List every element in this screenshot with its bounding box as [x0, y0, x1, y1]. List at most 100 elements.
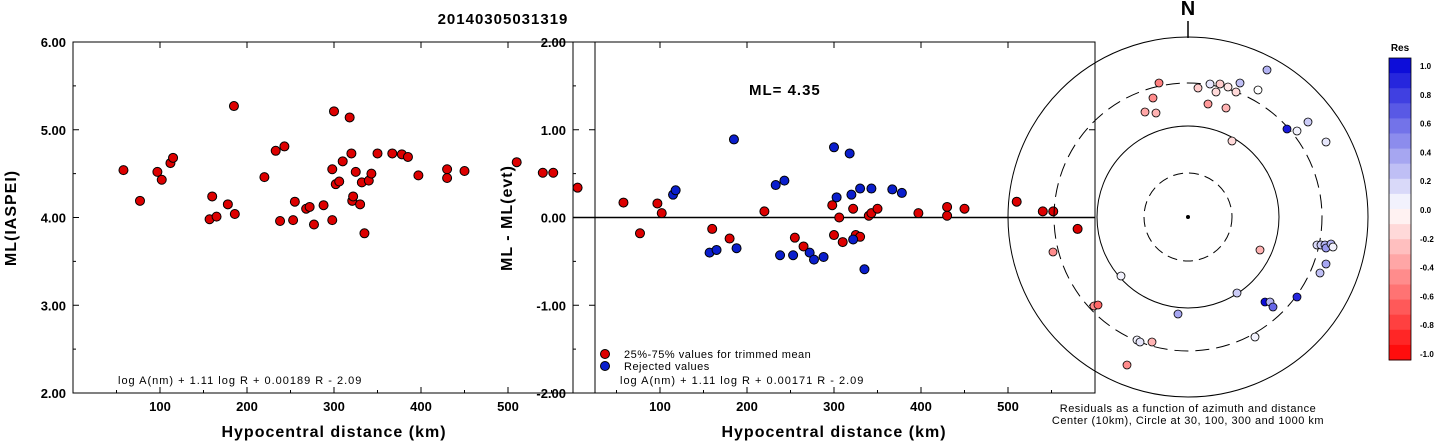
p3-station	[1250, 332, 1260, 342]
colorbar-tick-label: 1.0	[1420, 62, 1432, 71]
p1-ticks: 100 200 300 400 500 2.00 3.00 4.00 5.00 6.00	[41, 35, 595, 414]
p1-point	[228, 101, 239, 112]
p2-rejected-point	[844, 148, 855, 159]
p1-xtick-label: 200	[236, 399, 258, 414]
legend-rejected-label: Rejected values	[624, 361, 710, 373]
p3-station	[1231, 87, 1241, 97]
p3-points	[1048, 65, 1338, 370]
p3-station	[1315, 268, 1325, 278]
p1-point	[511, 157, 522, 168]
p3-station	[1268, 302, 1278, 312]
p2-rejected-point	[866, 183, 877, 194]
colorbar-tick-label: -0.2	[1420, 235, 1434, 244]
legend-accepted-marker	[600, 349, 610, 359]
p2-xtick-label: 100	[649, 399, 671, 414]
legend-accepted-label: 25%-75% values for trimmed mean	[624, 349, 811, 361]
p3-station	[1321, 137, 1331, 147]
colorbar-tick-label: 0.4	[1420, 148, 1432, 157]
colorbar-cells	[1389, 58, 1411, 361]
p2-points	[618, 134, 1083, 275]
colorbar-tick-label: 0.8	[1420, 91, 1432, 100]
p1-xtick-label: 300	[323, 399, 345, 414]
p1-point	[366, 168, 377, 179]
p2-rejected-point	[770, 180, 781, 191]
p2-ytick-label: 1.00	[541, 123, 566, 138]
p1-points	[118, 101, 583, 239]
p3-station	[1147, 337, 1157, 347]
p2-accepted-point	[872, 203, 883, 214]
p3-station	[1193, 83, 1203, 93]
p3-station	[1292, 126, 1302, 136]
p1-point	[259, 172, 270, 183]
p1-point	[229, 208, 240, 219]
colorbar-cell	[1389, 224, 1411, 240]
p3-station	[1211, 87, 1221, 97]
p3-station	[1292, 292, 1302, 302]
p1-point	[275, 216, 286, 227]
p1-point	[318, 200, 329, 211]
p3-station	[1122, 360, 1132, 370]
p1-point	[308, 219, 319, 230]
p2-ytick-label: -2.00	[536, 386, 566, 401]
p2-accepted-point	[827, 200, 838, 211]
p2-accepted-point	[834, 212, 845, 223]
p3-station	[1173, 309, 1183, 319]
north-label: N	[1181, 0, 1195, 20]
colorbar-cell	[1389, 284, 1411, 301]
p1-point	[152, 166, 163, 177]
p2-ticks: 100 200 300 400 500 -2.00 -1.00 0.00 1.00 2.00	[536, 35, 1095, 414]
colorbar-tick-label: 0.0	[1420, 206, 1432, 215]
panel-residual-vs-distance: 100 200 300 400 500 -2.00 -1.00 0.00 1.00 2.00 ML…	[499, 35, 1096, 441]
p1-point	[168, 152, 179, 163]
p3-station	[1048, 247, 1058, 257]
p2-rejected-point	[846, 189, 857, 200]
p1-xlabel: Hypocentral distance (km)	[221, 424, 446, 441]
p1-point	[350, 166, 361, 177]
ring-100km	[1096, 125, 1280, 309]
p1-point	[156, 174, 167, 185]
colorbar-cell	[1389, 178, 1411, 195]
p1-point	[402, 151, 413, 162]
p2-rejected-point	[804, 247, 815, 258]
p2-ylabel: ML - ML(evt)	[499, 165, 516, 271]
p3-station	[1148, 93, 1158, 103]
p1-point	[211, 211, 222, 222]
colorbar-cell	[1389, 254, 1411, 270]
p2-xtick-label: 500	[997, 399, 1019, 414]
p2-ytick-label: 0.00	[541, 211, 566, 226]
p2-rejected-point	[788, 250, 799, 261]
p2-xtick-label: 300	[823, 399, 845, 414]
colorbar: Res 1.0 0.8 0.6 0.4 0.2 0.0 -0.2 -0.4 -0.6 -0.8 -1…	[1388, 43, 1434, 361]
ring-1000km	[1007, 36, 1369, 398]
p3-station	[1227, 136, 1237, 146]
p3-station	[1203, 99, 1213, 109]
colorbar-tick-label: 0.6	[1420, 120, 1432, 129]
p2-xtick-label: 400	[910, 399, 932, 414]
colorbar-cell	[1389, 193, 1411, 210]
colorbar-cell	[1389, 58, 1411, 74]
p2-accepted-point	[1037, 206, 1048, 217]
colorbar-cell	[1389, 329, 1411, 346]
p3-station	[1221, 103, 1231, 113]
p2-accepted-point	[1072, 223, 1083, 234]
colorbar-tick-label: 0.2	[1420, 177, 1432, 186]
p3-station	[1151, 108, 1161, 118]
p1-point	[327, 164, 338, 175]
center-epicenter	[1186, 215, 1190, 219]
p1-ytick-label: 2.00	[41, 386, 66, 401]
colorbar-ticks: 1.0 0.8 0.6 0.4 0.2 0.0 -0.2 -0.4 -0.6 -0.8 -1.0	[1420, 62, 1434, 359]
p3-station	[1205, 79, 1215, 89]
p1-point	[387, 148, 398, 159]
p1-point	[348, 191, 359, 202]
p2-rejected-point	[779, 175, 790, 186]
p1-point	[442, 173, 453, 184]
p1-point	[329, 106, 339, 117]
p2-accepted-point	[942, 210, 953, 221]
p2-rejected-point	[775, 250, 786, 261]
colorbar-frame	[1388, 57, 1412, 361]
p2-xlabel: Hypocentral distance (km)	[721, 424, 946, 441]
p1-point	[572, 182, 583, 193]
p2-accepted-point	[618, 197, 629, 208]
p2-rejected-point	[831, 192, 842, 203]
